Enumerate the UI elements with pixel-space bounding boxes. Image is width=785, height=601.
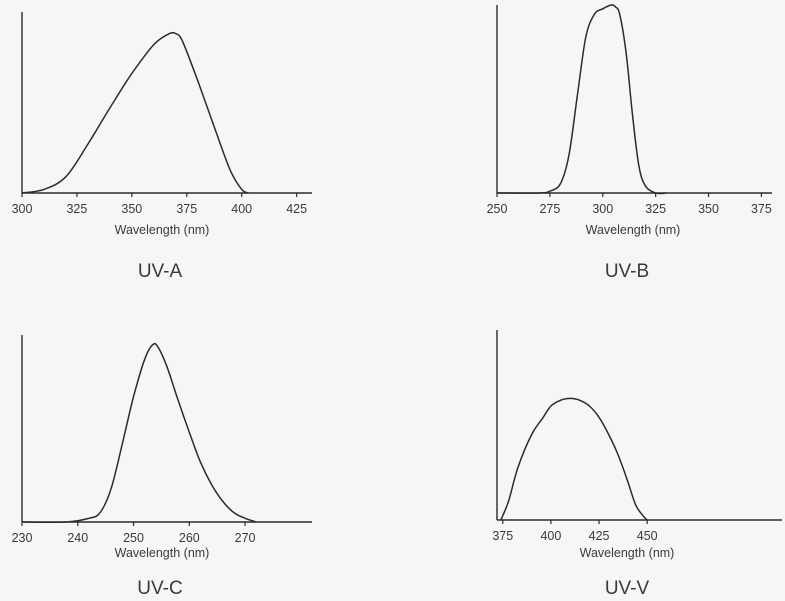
x-tick-label: 325 <box>645 202 666 216</box>
x-tick-label: 250 <box>487 202 508 216</box>
x-tick-label: 325 <box>66 202 87 216</box>
x-axis-label: Wavelength (nm) <box>115 223 210 237</box>
spectrum-curve <box>500 397 648 521</box>
spectrum-curve <box>21 31 249 194</box>
x-axis-label: Wavelength (nm) <box>586 223 681 237</box>
x-tick-label: 375 <box>492 529 513 543</box>
x-tick-label: 240 <box>67 531 88 545</box>
x-tick-label: 400 <box>540 529 561 543</box>
x-tick-label: 250 <box>123 531 144 545</box>
panel-uv-b: UV-B Wavelength (nm) 250 275 300 325 350 375 <box>487 4 772 282</box>
x-tick-label: 300 <box>592 202 613 216</box>
panel-uv-c: UV-C Wavelength (nm) 230 240 250 260 270 <box>12 335 312 599</box>
panel-title: UV-V <box>605 578 650 599</box>
x-tick-label: 350 <box>698 202 719 216</box>
x-tick-label: 230 <box>12 531 33 545</box>
x-tick-label: 375 <box>176 202 197 216</box>
x-tick-label: 375 <box>751 202 772 216</box>
panel-uv-a: UV-A Wavelength (nm) 300 325 350 375 400 425 <box>12 12 312 282</box>
x-tick-label: 260 <box>179 531 200 545</box>
x-tick-label: 300 <box>12 202 33 216</box>
x-tick-label: 400 <box>231 202 252 216</box>
x-tick-label: 275 <box>539 202 560 216</box>
panel-uv-v: UV-V Wavelength (nm) 375 400 425 450 <box>492 330 782 599</box>
panel-title: UV-B <box>605 261 649 282</box>
x-axis-label: Wavelength (nm) <box>115 546 210 560</box>
spectrum-curve <box>496 4 667 195</box>
x-tick-label: 350 <box>121 202 142 216</box>
x-axis-label: Wavelength (nm) <box>580 546 675 560</box>
x-tick-label: 450 <box>637 529 658 543</box>
spectrum-curve <box>21 342 257 524</box>
x-tick-label: 425 <box>286 202 307 216</box>
x-tick-label: 425 <box>589 529 610 543</box>
panel-title: UV-A <box>138 261 183 282</box>
panel-title: UV-C <box>137 578 182 599</box>
x-tick-label: 270 <box>235 531 256 545</box>
